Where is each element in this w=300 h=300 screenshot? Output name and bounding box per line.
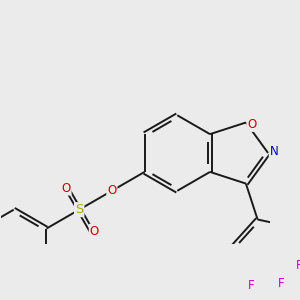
Text: O: O [90,225,99,238]
Text: F: F [248,279,254,292]
Text: O: O [247,118,256,131]
Text: O: O [107,184,116,197]
Text: F: F [278,277,284,290]
Text: S: S [75,203,83,216]
Text: F: F [296,259,300,272]
Text: N: N [270,145,278,158]
Text: O: O [61,182,70,195]
